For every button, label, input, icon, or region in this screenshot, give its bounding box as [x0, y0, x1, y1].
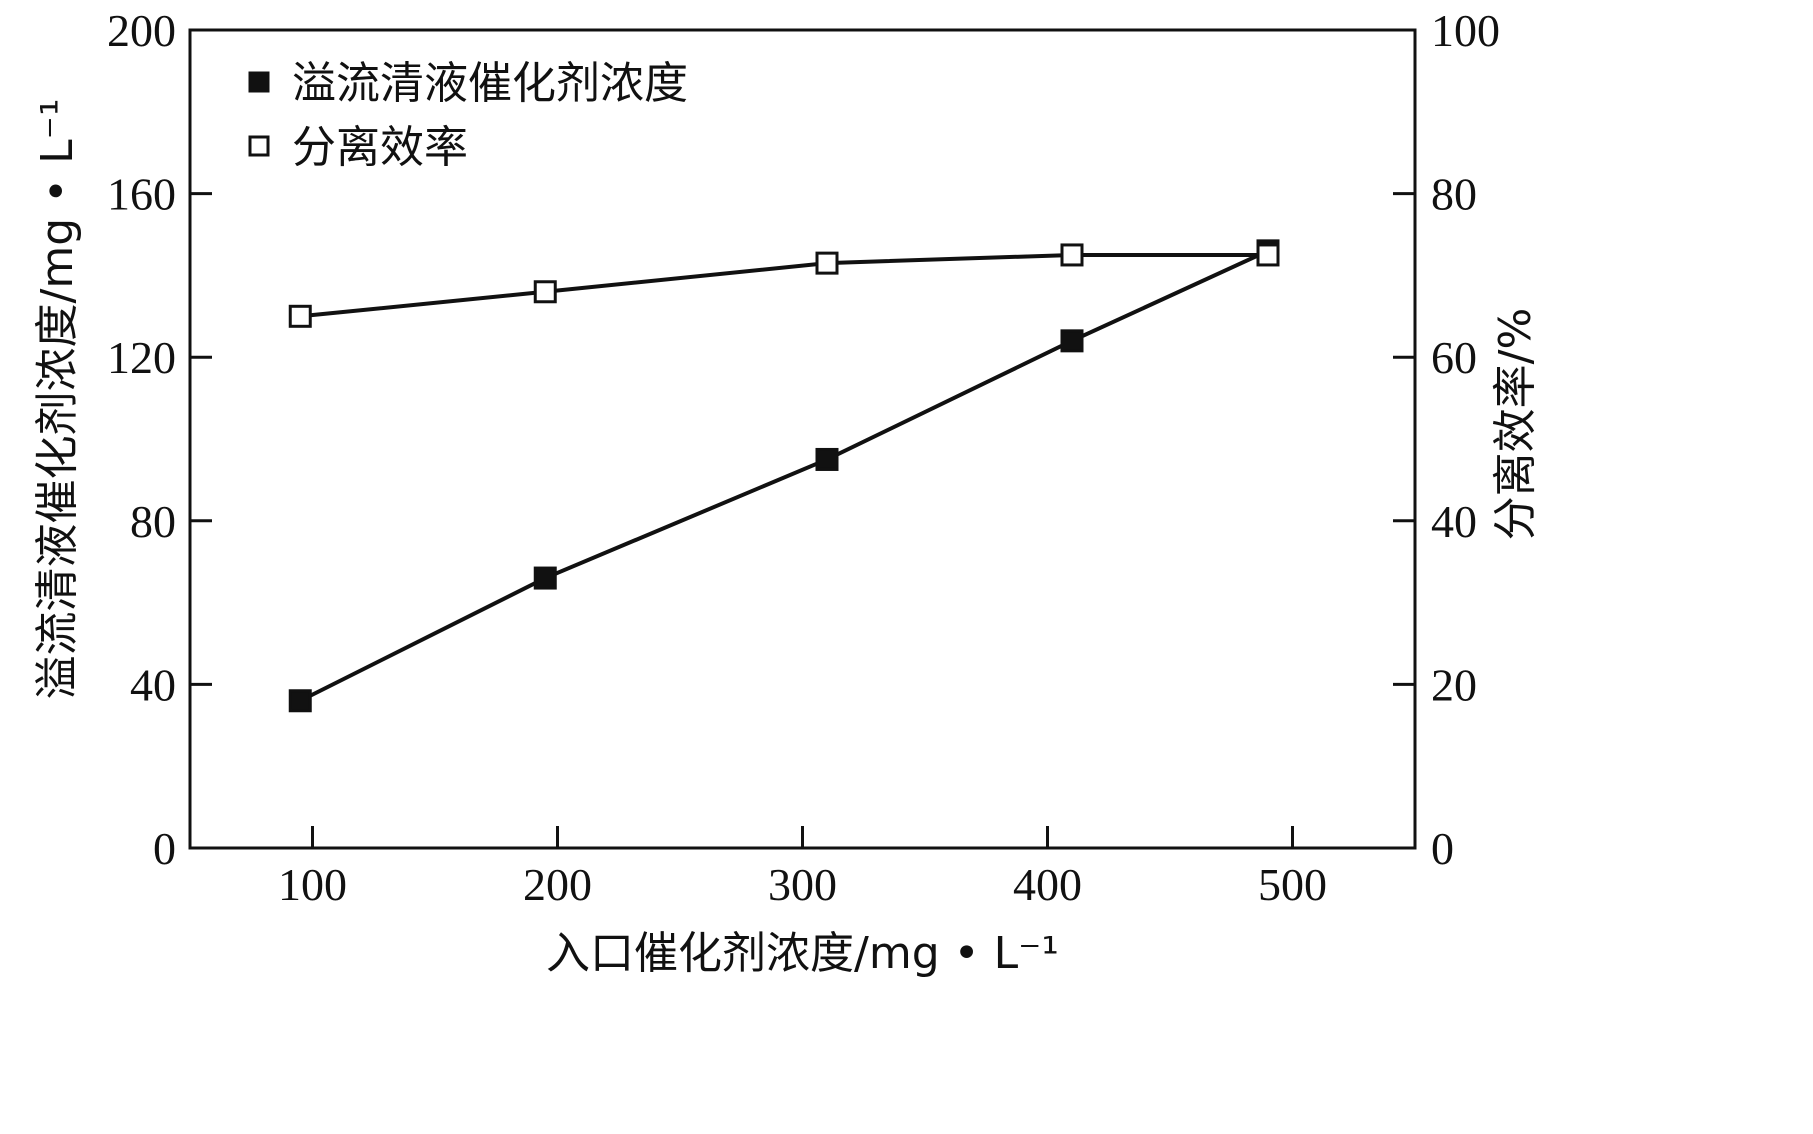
left-y-tick-label: 40 [130, 659, 176, 710]
x-tick-label: 400 [1013, 859, 1082, 910]
dual-axis-line-chart: 100 200 300 400 500 0 40 80 120 160 200 0 20 40 60 80 10… [32, 5, 1541, 979]
x-tick-label: 300 [768, 859, 837, 910]
series-layer [288, 239, 1280, 713]
data-point-open [533, 280, 557, 304]
legend-marker [248, 71, 270, 93]
right-y-tick-label: 100 [1431, 5, 1500, 56]
data-point-open [1060, 243, 1084, 267]
left-y-tick-label: 160 [107, 169, 176, 220]
left-y-axis-title: 溢流清液催化剂浓度/mg • L⁻¹ [32, 99, 83, 700]
left-y-tick-label: 120 [107, 332, 176, 383]
right-y-tick-label: 80 [1431, 169, 1477, 220]
x-axis-title: 入口催化剂浓度/mg • L⁻¹ [546, 928, 1059, 979]
left-y-tick-label: 80 [130, 496, 176, 547]
right-y-tick-label: 0 [1431, 823, 1454, 874]
right-y-axis-title: 分离效率/% [1490, 308, 1541, 541]
series-line-1 [299, 249, 1269, 703]
legend-marker [248, 135, 270, 157]
right-y-tick-label: 60 [1431, 332, 1477, 383]
series-line-2 [300, 252, 1268, 319]
data-point-open [815, 251, 839, 275]
right-y-tick-label: 40 [1431, 496, 1477, 547]
data-point-filled [288, 689, 312, 713]
x-tick-label: 200 [523, 859, 592, 910]
left-y-tick-label: 0 [153, 823, 176, 874]
legend-label: 溢流清液催化剂浓度 [292, 58, 688, 109]
data-point-open [288, 304, 312, 328]
x-tick-label: 100 [278, 859, 347, 910]
data-point-open [1256, 243, 1280, 267]
legend-label: 分离效率 [292, 122, 468, 173]
data-point-filled [815, 447, 839, 471]
data-point-filled [533, 566, 557, 590]
x-tick-label: 500 [1258, 859, 1327, 910]
left-y-tick-label: 200 [107, 5, 176, 56]
axis-titles: 入口催化剂浓度/mg • L⁻¹ 溢流清液催化剂浓度/mg • L⁻¹ 分离效率… [32, 99, 1541, 979]
axes: 100 200 300 400 500 0 40 80 120 160 200 0 20 40 60 80 10… [107, 5, 1500, 910]
right-y-tick-label: 20 [1431, 659, 1477, 710]
chart-container: 100 200 300 400 500 0 40 80 120 160 200 0 20 40 60 80 10… [32, 5, 1541, 979]
data-point-filled [1060, 329, 1084, 353]
